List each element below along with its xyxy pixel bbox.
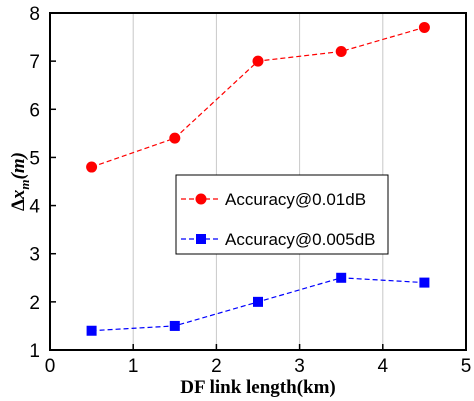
y-tick-label: 1 — [29, 341, 40, 362]
y-tick-label: 2 — [29, 293, 40, 314]
series-layer — [86, 21, 430, 336]
x-tick-label: 1 — [128, 356, 139, 377]
y-axis-label-delta: Δ — [8, 199, 29, 211]
x-axis-label: DF link length(km) — [180, 377, 336, 398]
y-tick-label: 7 — [29, 52, 40, 73]
y-tick-label: 8 — [29, 4, 40, 25]
y-tick-label: 5 — [29, 148, 40, 169]
legend-label-2: Accuracy@0.005dB — [225, 230, 376, 249]
y-axis-label-sub: m — [17, 179, 32, 189]
series-1-point — [169, 132, 181, 144]
series-1-point — [335, 46, 347, 58]
y-tick-label: 4 — [29, 197, 40, 218]
plot-frame — [49, 12, 467, 351]
legend-marker-2 — [196, 234, 206, 244]
x-tick-label: 5 — [461, 356, 472, 377]
x-tick-label: 4 — [378, 356, 389, 377]
y-tick-label: 3 — [29, 245, 40, 266]
x-tick-label: 2 — [211, 356, 222, 377]
legend: Accuracy@0.01dB Accuracy@0.005dB — [175, 174, 389, 255]
legend-box — [175, 174, 389, 255]
x-tick-label: 0 — [45, 356, 56, 377]
legend-marker-1 — [195, 193, 207, 205]
series-2-point — [169, 320, 180, 331]
series-1-point — [418, 21, 430, 33]
y-axis-label: Δxm(m) — [8, 152, 32, 211]
series-2-point — [336, 272, 347, 283]
series-2-point — [253, 296, 263, 307]
y-axis-label-x: x — [8, 189, 29, 200]
series-1-line — [91, 26, 425, 168]
series-1-point — [86, 161, 98, 173]
series-2-point — [86, 325, 97, 336]
y-axis-label-unit: (m) — [8, 152, 29, 179]
legend-label-1: Accuracy@0.01dB — [225, 190, 366, 209]
series-1-point — [252, 55, 264, 67]
y-tick-label: 6 — [29, 100, 40, 121]
x-tick-label: 3 — [294, 356, 305, 377]
series-2-point — [419, 277, 430, 288]
